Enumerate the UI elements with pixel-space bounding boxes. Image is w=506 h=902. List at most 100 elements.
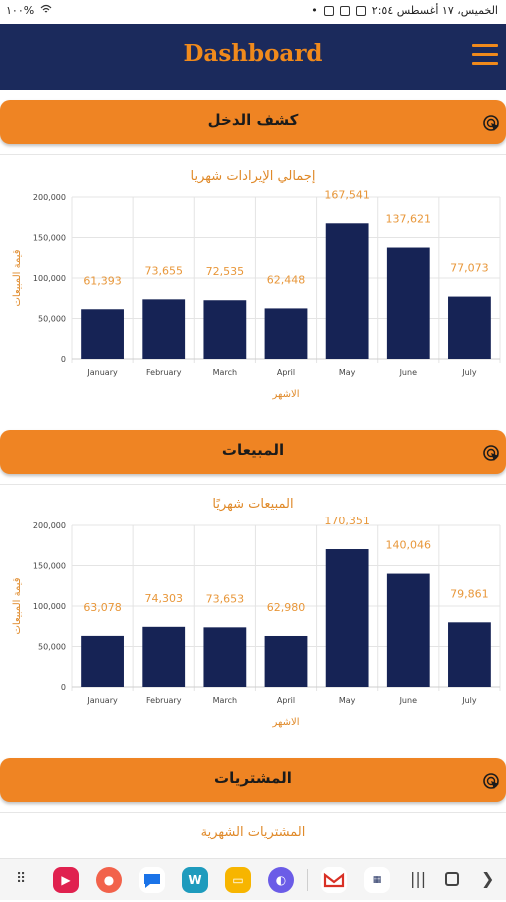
bar: [448, 622, 491, 687]
y-tick-label: 100,000: [33, 274, 66, 283]
bar-value-label: 73,655: [144, 264, 183, 277]
bar: [81, 309, 124, 359]
bar: [448, 296, 491, 359]
notification-icon: [355, 5, 366, 16]
bar-value-label: 62,980: [267, 601, 306, 614]
wps-office-icon[interactable]: W: [182, 867, 208, 893]
bar: [81, 635, 124, 687]
status-bar: ١٠٠% الخميس، ١٧ أغسطس ٢:٥٤ •: [0, 0, 506, 24]
taskbar-divider: [307, 869, 308, 891]
bar: [142, 626, 186, 687]
y-axis-title: قيمة المبيعات: [12, 577, 23, 634]
bar-value-label: 79,861: [450, 587, 489, 600]
purchases-chart-card: المشتريات الشهرية: [0, 812, 506, 858]
section-title: المشتريات: [214, 769, 292, 787]
wifi-icon: [40, 4, 52, 17]
youtube-music-icon[interactable]: ▶: [53, 867, 79, 893]
y-tick-label: 150,000: [33, 234, 66, 243]
bar-value-label: 170,351: [324, 517, 370, 527]
app-bar: Dashboard: [0, 24, 506, 90]
bar: [142, 299, 186, 359]
sales-chart-card: المبيعات شهريًا 0 50,000 100,000 150,000 200…: [0, 484, 506, 752]
section-title: كشف الدخل: [207, 111, 299, 129]
gallery-icon: [339, 5, 350, 16]
battery-label: ١٠٠%: [6, 4, 35, 17]
x-tick-label: June: [399, 696, 418, 705]
x-axis-title: الاشهر: [272, 717, 300, 728]
x-tick-label: May: [339, 696, 356, 705]
bar-value-label: 137,621: [386, 213, 432, 226]
chart-title: إجمالي الإيرادات شهريا: [190, 169, 316, 184]
recents-icon[interactable]: |||: [410, 869, 427, 888]
bar-value-label: 140,046: [386, 539, 432, 552]
x-tick-label: July: [461, 696, 477, 705]
y-tick-label: 200,000: [33, 521, 66, 530]
purchases-header[interactable]: المشتريات: [0, 758, 506, 802]
dot-icon: •: [311, 4, 318, 17]
chart-title: المبيعات شهريًا: [212, 497, 294, 512]
x-tick-label: April: [277, 368, 295, 377]
x-axis-title: الاشهر: [272, 389, 300, 400]
y-tick-label: 100,000: [33, 602, 66, 611]
x-tick-label: March: [213, 368, 237, 377]
bar: [325, 223, 369, 359]
y-tick-label: 0: [61, 355, 66, 364]
datetime-label: الخميس، ١٧ أغسطس ٢:٥٤: [371, 4, 498, 17]
y-axis-title: قيمة المبيعات: [12, 249, 23, 306]
chart-title: المشتريات الشهرية: [200, 825, 306, 840]
hamburger-menu-icon[interactable]: [472, 44, 498, 68]
bar-value-label: 74,303: [144, 592, 183, 605]
home-icon[interactable]: [445, 872, 459, 886]
bar: [203, 300, 247, 359]
bar-value-label: 77,073: [450, 262, 489, 275]
bar-value-label: 62,448: [267, 273, 306, 286]
x-tick-label: June: [399, 368, 418, 377]
click-cursor-icon: [483, 773, 499, 789]
gmail-icon[interactable]: [321, 867, 347, 893]
bar-value-label: 73,653: [206, 592, 245, 605]
back-icon[interactable]: ❯: [481, 869, 495, 888]
revenue-chart-card: إجمالي الإيرادات شهريا 0 50,000 100,000 150…: [0, 154, 506, 422]
x-tick-label: July: [461, 368, 477, 377]
y-tick-label: 0: [61, 683, 66, 692]
dashboard-content[interactable]: كشف الدخل إجمالي الإيرادات شهريا 0 50,000…: [0, 90, 506, 858]
y-tick-label: 150,000: [33, 562, 66, 571]
income-statement-header[interactable]: كشف الدخل: [0, 100, 506, 144]
x-tick-label: May: [339, 368, 356, 377]
x-tick-label: January: [86, 696, 118, 705]
bar-value-label: 63,078: [83, 601, 122, 614]
revenue-bar-chart: 0 50,000 100,000 150,000 200,000 61,393 Januar…: [12, 189, 501, 400]
bar-value-label: 61,393: [83, 274, 122, 287]
bar: [386, 573, 430, 687]
app-drawer-icon[interactable]: ⠿: [16, 871, 27, 887]
screenshot-icon: [323, 5, 334, 16]
y-tick-label: 200,000: [33, 193, 66, 202]
status-clock: الخميس، ١٧ أغسطس ٢:٥٤ •: [311, 4, 498, 17]
bar: [386, 247, 430, 359]
bank-app-icon[interactable]: ▦: [364, 867, 390, 893]
sales-bar-chart: 0 50,000 100,000 150,000 200,000 63,078 Januar…: [12, 517, 501, 728]
bar-value-label: 72,535: [206, 265, 245, 278]
files-icon[interactable]: ▭: [225, 867, 251, 893]
x-tick-label: April: [277, 696, 295, 705]
bar: [325, 549, 369, 687]
click-cursor-icon: [483, 445, 499, 461]
bar: [264, 635, 308, 687]
section-title: المبيعات: [221, 441, 285, 459]
bar-value-label: 167,541: [324, 189, 370, 201]
x-tick-label: March: [213, 696, 237, 705]
status-icons: ١٠٠%: [6, 4, 52, 17]
bar: [264, 308, 308, 359]
click-cursor-icon: [483, 115, 499, 131]
sales-header[interactable]: المبيعات: [0, 430, 506, 474]
contacts-icon[interactable]: ●: [96, 867, 122, 893]
app-title: Dashboard: [183, 40, 323, 67]
bar: [203, 627, 247, 687]
taskbar: ⠿ ▶ ● W ▭ ◐ ▦ ||| ❯: [0, 858, 506, 900]
internet-icon[interactable]: ◐: [268, 867, 294, 893]
messages-icon[interactable]: [139, 867, 165, 893]
x-tick-label: January: [86, 368, 118, 377]
x-tick-label: February: [146, 696, 182, 705]
y-tick-label: 50,000: [38, 315, 66, 324]
x-tick-label: February: [146, 368, 182, 377]
